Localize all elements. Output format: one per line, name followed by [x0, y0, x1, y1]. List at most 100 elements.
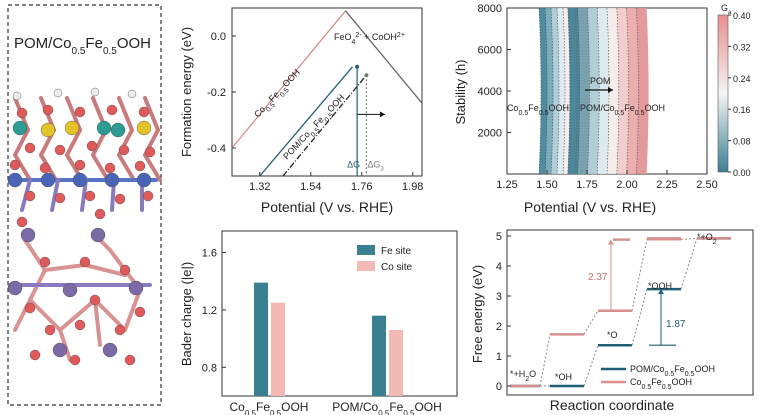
product-label: FeO42- + CoOH2+ [334, 32, 405, 46]
bc-ytick-label: 1.2 [202, 305, 217, 317]
oxygen-atom [39, 162, 51, 174]
bc-ytick-label: 0.8 [202, 362, 217, 374]
free-energy-frame [506, 229, 754, 396]
hydrogen-atom [53, 88, 63, 98]
bader-bar-1-0 [271, 302, 285, 396]
step-label-h2o: *+H2O [510, 369, 536, 383]
oxygen-atom [24, 142, 36, 154]
purple-atom [128, 280, 144, 296]
oxygen-atom [9, 159, 21, 171]
stability-xlabel: Potential (V vs. RHE) [524, 199, 656, 215]
fr-ytick-label: 3 [496, 291, 502, 303]
hydrogen-atom [90, 87, 100, 97]
purple-atom [62, 282, 78, 298]
fr-connector [583, 310, 599, 335]
free-energy-chart: 5 4 3 2 1 0 Free energy (eV) Reaction coordin… [470, 229, 754, 413]
structure-panel: POM/Co0.5Fe0.5OOH [7, 4, 162, 406]
bond [65, 128, 82, 157]
fr-connector [631, 239, 648, 311]
oxygen-atom [29, 349, 41, 361]
fr-ytick-label: 2 [496, 321, 502, 333]
fr-connector [680, 237, 698, 240]
metal-atom [136, 120, 152, 136]
stability-band-cell [616, 8, 629, 174]
fe-shift-arrowhead [379, 111, 385, 118]
free-energy-ylabel: Free energy (eV) [470, 265, 485, 363]
cb-tick-label: 0.00 [733, 168, 751, 178]
fe-series-line-1 [259, 66, 353, 177]
stability-contour [596, 7, 600, 175]
stability-chart: 8000 6000 4000 2000 1.25 1.50 1.75 2.00 2.25 2.5… [453, 3, 751, 215]
fr-connector [583, 345, 599, 387]
legend-label-co: Co site [381, 262, 413, 273]
oxygen-atom [74, 319, 86, 331]
bond [143, 153, 162, 182]
oxygen-atom [69, 354, 81, 366]
bond [93, 298, 102, 347]
cb-tick-label: 0.08 [733, 137, 751, 147]
oxygen-atom [39, 256, 51, 268]
bader-bar-0-1 [372, 315, 386, 396]
st-ytick-label: 2000 [478, 128, 502, 140]
fr-ytick-label: 0 [496, 381, 502, 393]
stability-ylabel: Stability (h) [453, 59, 468, 124]
stability-band-cell [545, 8, 554, 174]
fe-xtick-label: 1.32 [249, 181, 270, 193]
oxygen-atom [16, 107, 28, 119]
fr-ytick-label: 1 [496, 351, 502, 363]
blue-metal-atom [104, 172, 120, 188]
oxygen-atom [89, 294, 101, 306]
bond [143, 96, 160, 132]
oxygen-atom [104, 162, 116, 174]
blue-metal-atom [7, 172, 23, 188]
bond [80, 178, 88, 212]
metal-atom [110, 122, 126, 138]
gap-arrowhead-187 [658, 289, 664, 295]
bader-ylabel: Bader charge (|e|) [179, 262, 194, 366]
cb-tick-label: 0.24 [733, 74, 751, 84]
stability-contour [567, 7, 571, 175]
bond [13, 128, 30, 157]
oxygen-atom [114, 193, 126, 205]
bond [83, 263, 127, 277]
metal-atom [96, 120, 112, 136]
bond [123, 288, 142, 332]
legend-label-fe: Fe site [381, 246, 411, 257]
fe-xtick-label: 1.76 [351, 181, 372, 193]
molecular-structure-illustration [7, 87, 162, 366]
bader-y-ticks: 1.6 1.2 0.8 [202, 248, 226, 374]
oxygen-atom [106, 104, 118, 116]
oxygen-atom [86, 140, 98, 152]
formation-energy-xlabel: Potential (V vs. RHE) [261, 199, 393, 215]
blue-metal-atom [72, 172, 88, 188]
stability-arrowhead [608, 87, 613, 93]
bond [58, 298, 97, 332]
fe-marker-dot-0 [355, 64, 360, 69]
bader-charge-chart: 1.6 1.2 0.8 Bader charge (|e|) Co0.5Fe0.5O… [179, 230, 458, 415]
fe-xtick-label: 1.98 [402, 181, 423, 193]
bader-category-2: POM/Co0.5Fe0.5OOH [332, 400, 442, 415]
bond [43, 263, 87, 272]
bader-category-1: Co0.5Fe0.5OOH [230, 400, 309, 415]
stability-contour [550, 7, 554, 175]
bc-ytick-label: 1.6 [202, 248, 217, 260]
legend-swatch-co [357, 261, 375, 271]
metal-atom [40, 122, 56, 138]
purple-atom [7, 280, 23, 296]
legend-label-co: Co0.5Fe0.5OOH [630, 377, 692, 391]
fe-ytick-label: -0.2 [207, 87, 226, 99]
pom-series-label: POM/Co0.5Fe0.5OOH [281, 92, 349, 163]
stability-arrow-label: POM [590, 76, 611, 86]
delta-g3-label: ΔG3 [367, 160, 384, 173]
stability-band-cell [551, 8, 560, 174]
bond [13, 153, 32, 182]
oxygen-atom [134, 306, 146, 318]
fr-ytick-label: 4 [496, 261, 502, 273]
oxygen-atom [144, 146, 156, 158]
oxygen-atom [138, 106, 150, 118]
step-label-ooh: *OOH [648, 281, 672, 291]
formation-energy-x-ticks: 1.32 1.54 1.76 1.98 [249, 172, 423, 193]
stability-band-cell [626, 8, 639, 174]
purple-atom [102, 342, 118, 358]
